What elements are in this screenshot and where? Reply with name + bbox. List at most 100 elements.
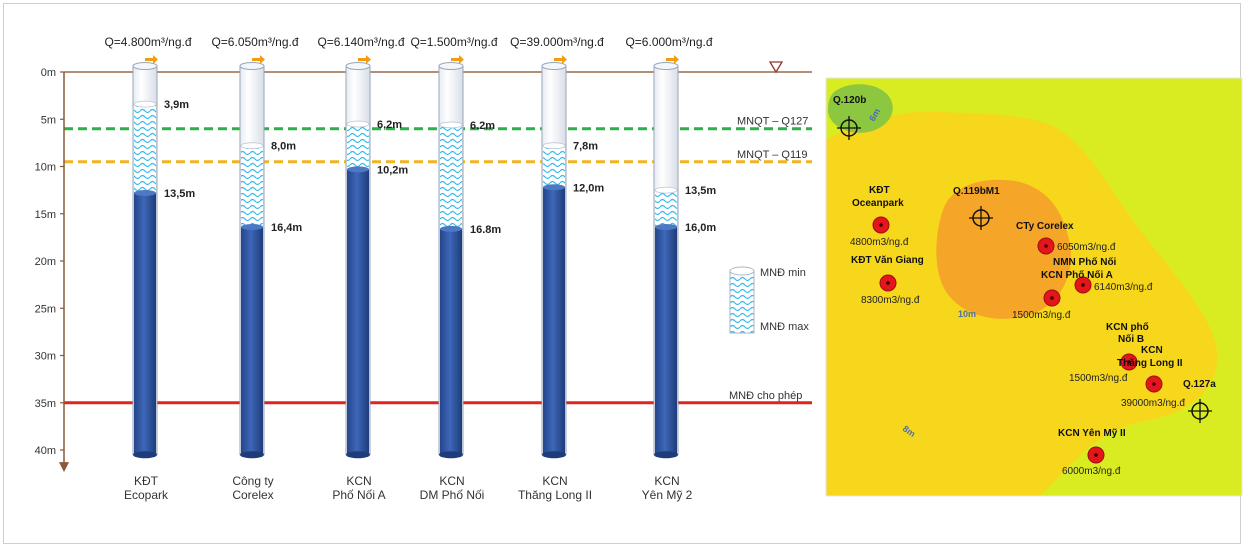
well-max-depth-label: 10,2m <box>377 164 408 176</box>
legend-max-label: MNĐ max <box>760 321 809 333</box>
fluctuation-zone <box>241 145 263 227</box>
fluctuation-zone <box>134 104 156 193</box>
depth-tick-label: 5m <box>41 114 56 126</box>
fluctuation-zone <box>543 145 565 188</box>
extraction-point-icon <box>1043 289 1061 307</box>
min-level-surface <box>240 142 264 150</box>
water-column <box>241 226 263 455</box>
allowed-level-label: MNĐ cho phép <box>729 390 802 402</box>
water-table-triangle-icon <box>768 61 784 74</box>
label-nmn-phonoi: NMN Phố Nối <box>1053 256 1117 268</box>
value-kcn-phonoib: 1500m3/ng.đ <box>1069 373 1128 384</box>
mnqt-q119-label: MNQT – Q119 <box>737 149 808 161</box>
max-level-surface <box>347 166 369 173</box>
monitor-well-label: Q.120b <box>833 95 866 106</box>
water-column <box>134 192 156 455</box>
well-min-depth-label: 3,9m <box>164 99 189 111</box>
legend-swatch-top <box>729 266 755 276</box>
legend-swatch <box>729 270 755 334</box>
flow-arrow-icon <box>358 55 371 64</box>
extraction-point-icon <box>1120 353 1138 371</box>
well-name-line1: KCN <box>439 474 464 488</box>
depth-tick-label: 30m <box>35 351 56 363</box>
well-name-line1: Công ty <box>232 474 273 488</box>
flow-arrow-icon <box>145 55 158 64</box>
depth-tick-label: 40m <box>35 445 56 457</box>
min-level-surface <box>346 120 370 128</box>
depth-tick-label: 0m <box>41 67 56 79</box>
min-level-surface <box>654 186 678 194</box>
flow-arrow-icon <box>666 55 679 64</box>
well-top <box>438 62 464 70</box>
value-corelex: 6050m3/ng.đ <box>1057 242 1116 253</box>
min-level-surface <box>133 100 157 108</box>
contour-label-10m: 10m <box>958 309 976 319</box>
well-bottom <box>542 451 566 459</box>
map-border <box>825 77 1243 497</box>
well-max-depth-label: 16.8m <box>470 224 501 236</box>
well-min-depth-label: 6,2m <box>377 119 402 131</box>
water-column <box>655 226 677 455</box>
flow-arrow-icon <box>451 55 464 64</box>
flow-arrow-icon <box>554 55 567 64</box>
well-top <box>541 62 567 70</box>
well-name-line2: Phố Nối A <box>332 488 385 502</box>
well-discharge-label: Q=1.500m³/ng.đ <box>410 35 497 49</box>
well-bottom <box>346 451 370 459</box>
well-name-line2: Yên Mỹ 2 <box>642 488 693 502</box>
monitor-well-label: Q.119bM1 <box>953 186 1000 197</box>
max-level-surface <box>655 223 677 230</box>
fluctuation-zone <box>440 124 462 229</box>
well-discharge-label: Q=6.050m³/ng.đ <box>211 35 298 49</box>
well-bottom <box>133 451 157 459</box>
well-discharge-label: Q=39.000m³/ng.đ <box>510 35 604 49</box>
max-level-surface <box>241 223 263 230</box>
extraction-point-icon <box>872 216 890 234</box>
extraction-point-icon <box>1037 237 1055 255</box>
extraction-points <box>872 216 1163 464</box>
flow-arrow-icon <box>252 55 265 64</box>
min-level-surface <box>542 142 566 150</box>
label-kcn-thanglong: KCN <box>1141 345 1163 356</box>
value-dm-phonoi: 1500m3/ng.đ <box>1012 310 1071 321</box>
well-top <box>239 62 265 70</box>
well-max-depth-label: 16,4m <box>271 222 302 234</box>
well-name-line2: DM Phố Nối <box>420 488 485 502</box>
well-name-line1: KĐT <box>134 474 159 488</box>
depth-tick-label: 25m <box>35 303 56 315</box>
well-min-depth-label: 13,5m <box>685 185 716 197</box>
well-bottom <box>654 451 678 459</box>
label-kdt-vangiang: KĐT Văn Giang <box>851 255 924 266</box>
well-diagram: 0m 5m 10m 15m 20m 25m 30m 35m 40m Q=4.800m³/ng.đ… <box>35 35 812 502</box>
depth-tick-label: 20m <box>35 256 56 268</box>
map-zone-inner <box>936 179 1071 319</box>
well-discharge-label: Q=6.000m³/ng.đ <box>625 35 712 49</box>
map-zone-green <box>828 84 893 133</box>
max-level-surface <box>134 189 156 196</box>
label-kdt-oceanpark-2: Oceanpark <box>852 198 904 209</box>
well-top <box>345 62 371 70</box>
extraction-point-icon <box>1145 375 1163 393</box>
label-kcn-phonoib: KCN phố <box>1106 321 1149 333</box>
value-kcn-phonoia: 6140m3/ng.đ <box>1094 282 1153 293</box>
well-bottom <box>240 451 264 459</box>
fluctuation-zone <box>655 190 677 227</box>
water-column <box>440 228 462 455</box>
fluctuation-zone <box>347 123 369 170</box>
min-level-surface <box>439 121 463 129</box>
depth-axis: 0m 5m 10m 15m 20m 25m 30m 35m 40m <box>35 67 69 473</box>
value-kdt-vangiang: 8300m3/ng.đ <box>861 295 920 306</box>
max-level-surface <box>440 225 462 232</box>
extraction-point-icon <box>1074 276 1092 294</box>
water-column <box>347 169 369 455</box>
well-discharge-label: Q=4.800m³/ng.đ <box>104 35 191 49</box>
label-kcn-thanglong-2: Thăng Long II <box>1117 358 1183 369</box>
depth-tick-label: 15m <box>35 209 56 221</box>
monitor-well-q127a: Q.127a <box>1183 379 1216 423</box>
monitor-well-label: Q.127a <box>1183 379 1216 390</box>
